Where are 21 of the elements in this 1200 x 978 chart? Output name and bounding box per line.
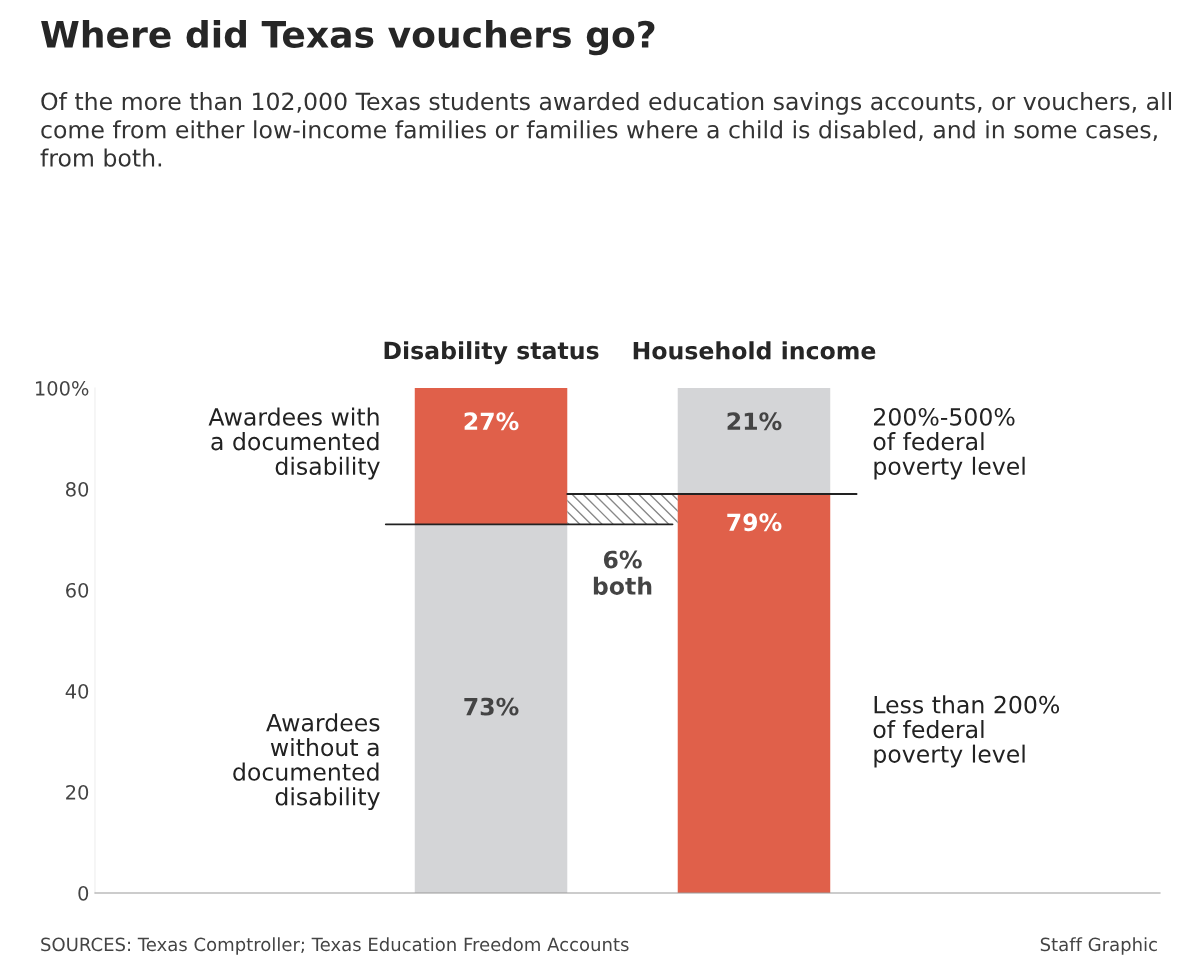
data-label: 21%: [727, 412, 782, 431]
data-label: 73%: [464, 697, 519, 716]
annotation: Awardees with a documented disability: [208, 407, 380, 480]
text: Staff Graphic: [1040, 937, 1157, 955]
y-tick-label: 60: [66, 582, 89, 598]
x-tick-label: Disability status: [384, 341, 599, 365]
band-label: 6% both: [593, 550, 652, 595]
annotation: Awardees without a documented disability: [233, 713, 380, 811]
y-tick-label: 0: [78, 885, 89, 901]
data-label: 27%: [464, 412, 519, 431]
y-tick-label: 20: [66, 784, 89, 800]
source-note: SOURCES: Texas Comptroller; Texas Education Freedom Accounts: [41, 937, 629, 955]
y-tick-label: 100%: [35, 380, 89, 396]
chart-title: Where did Texas vouchers go?: [41, 20, 655, 56]
chart-subtitle: Of the more than 102,000 Texas students awarded education savings accounts, or vouchers, all come from either low-income families or families where a child is disabled, and in some cases, from both.: [40, 92, 1172, 167]
x-tick-label: Household income: [633, 341, 876, 360]
y-tick-label: 80: [66, 481, 89, 497]
y-tick-label: 40: [65, 683, 89, 699]
annotation: 200%-500% of federal poverty level: [873, 407, 1025, 480]
data-label: 79%: [727, 513, 782, 532]
annotation: Less than 200% of federal poverty level: [873, 695, 1060, 768]
